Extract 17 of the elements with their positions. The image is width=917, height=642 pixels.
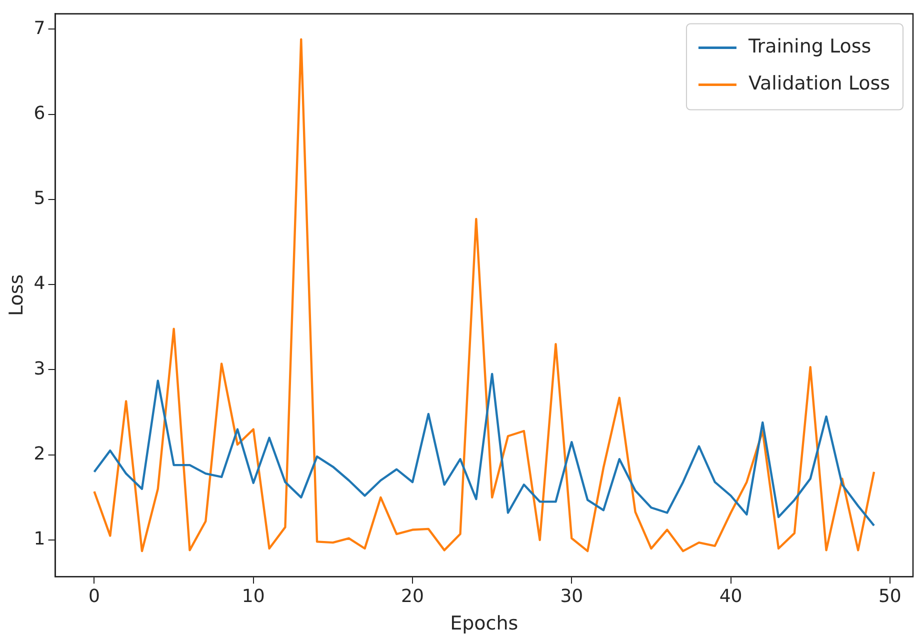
legend-label: Training Loss [747,36,872,58]
y-tick-label: 7 [34,18,46,39]
y-tick-label: 4 [34,273,46,294]
y-tick-label: 1 [34,528,46,550]
y-tick-label: 6 [34,102,46,124]
x-tick-label: 50 [878,586,902,608]
y-tick-label: 3 [34,358,46,380]
x-tick-label: 40 [719,586,742,608]
y-tick-label: 5 [34,188,46,210]
y-axis-title: Loss [5,274,28,316]
legend-label: Validation Loss [748,72,890,95]
x-tick-label: 0 [88,586,100,608]
x-tick-label: 20 [401,586,424,608]
y-tick-label: 2 [34,444,46,465]
x-axis-title: Epochs [450,612,518,635]
x-tick-label: 10 [242,586,265,608]
x-tick-label: 30 [560,586,584,608]
